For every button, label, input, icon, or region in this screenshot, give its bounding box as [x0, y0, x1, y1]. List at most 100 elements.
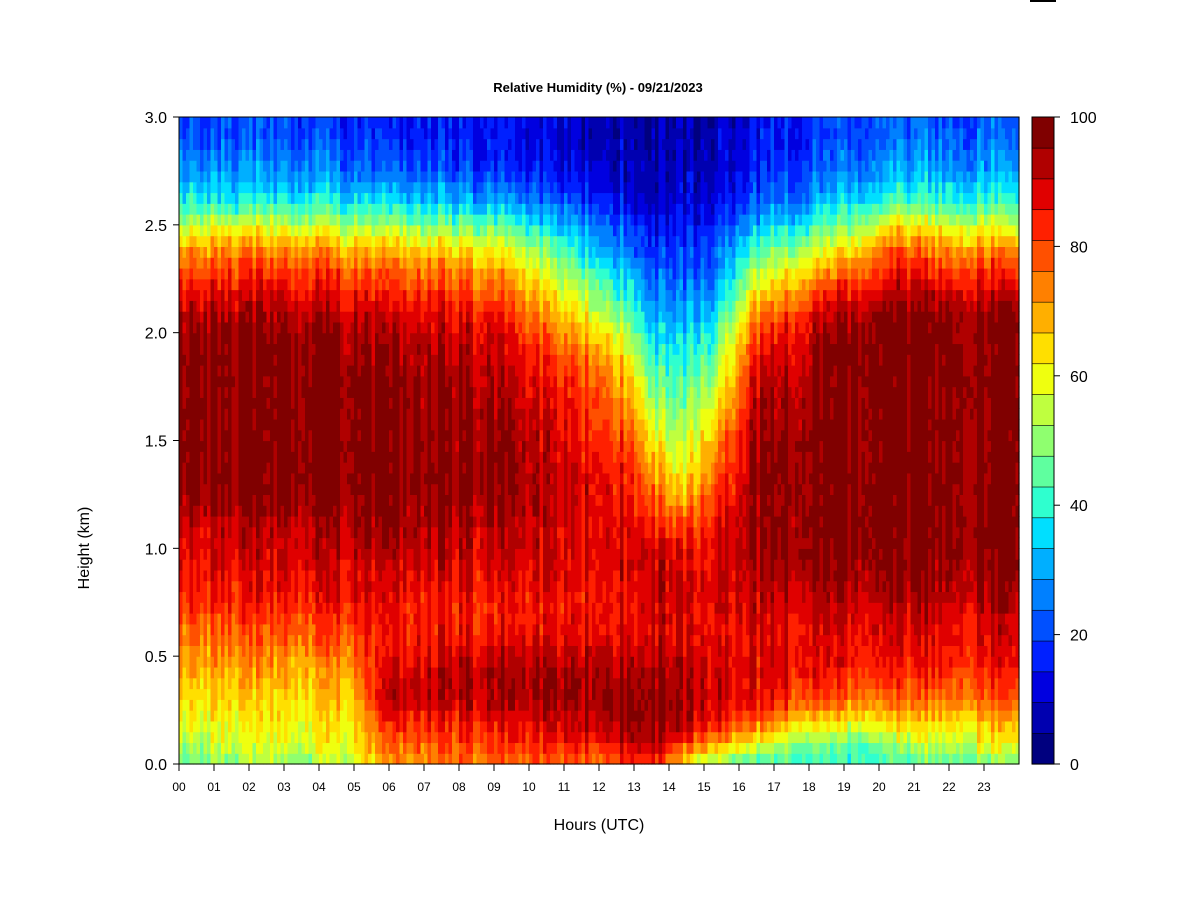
heatmap-cell — [315, 623, 320, 636]
heatmap-cell — [434, 138, 439, 150]
heatmap-cell — [294, 569, 299, 582]
heatmap-cell — [193, 699, 198, 711]
heatmap-cell — [371, 267, 376, 280]
heatmap-cell — [235, 278, 240, 291]
heatmap-cell — [291, 451, 296, 463]
heatmap-cell — [329, 699, 334, 711]
heatmap-cell — [336, 289, 341, 301]
heatmap-cell — [368, 688, 373, 700]
heatmap-cell — [455, 753, 460, 765]
heatmap-cell — [224, 451, 229, 463]
heatmap-cell — [249, 300, 254, 312]
heatmap-cell — [326, 192, 331, 204]
heatmap-cell — [249, 170, 254, 183]
heatmap-cell — [431, 656, 436, 668]
heatmap-cell — [266, 300, 271, 312]
heatmap-cell — [431, 591, 436, 603]
heatmap-cell — [231, 203, 236, 215]
heatmap-cell — [252, 235, 257, 247]
heatmap-cell — [459, 278, 464, 291]
heatmap-cell — [200, 160, 205, 172]
heatmap-cell — [186, 526, 191, 539]
heatmap-cell — [315, 429, 320, 442]
heatmap-cell — [238, 462, 243, 474]
heatmap-cell — [336, 634, 341, 646]
heatmap-cell — [347, 623, 352, 636]
heatmap-cell — [259, 170, 264, 183]
heatmap-cell — [378, 418, 383, 431]
heatmap-cell — [312, 354, 317, 366]
heatmap-cell — [182, 559, 187, 571]
heatmap-cell — [420, 483, 425, 496]
heatmap-cell — [266, 257, 271, 269]
heatmap-cell — [245, 677, 250, 690]
heatmap-cell — [207, 138, 212, 150]
heatmap-cell — [448, 623, 453, 636]
heatmap-cell — [224, 548, 229, 560]
heatmap-cell — [203, 365, 208, 377]
heatmap-cell — [357, 677, 362, 690]
heatmap-cell — [242, 321, 247, 334]
heatmap-cell — [189, 634, 194, 646]
heatmap-cell — [361, 515, 366, 528]
heatmap-cell — [298, 300, 303, 312]
heatmap-cell — [399, 203, 404, 215]
heatmap-cell — [273, 494, 278, 506]
heatmap-cell — [378, 472, 383, 485]
heatmap-cell — [410, 246, 415, 258]
heatmap-cell — [441, 332, 446, 345]
heatmap-cell — [364, 365, 369, 377]
heatmap-cell — [382, 645, 387, 657]
heatmap-cell — [413, 645, 418, 657]
heatmap-cell — [452, 354, 457, 366]
heatmap-cell — [263, 710, 268, 722]
heatmap-cell — [434, 311, 439, 323]
heatmap-cell — [431, 537, 436, 549]
heatmap-cell — [375, 494, 380, 506]
heatmap-cell — [438, 214, 443, 226]
heatmap-cell — [336, 214, 341, 226]
heatmap-cell — [371, 386, 376, 398]
heatmap-cell — [364, 408, 369, 420]
heatmap-cell — [228, 666, 233, 679]
heatmap-cell — [305, 526, 310, 539]
heatmap-cell — [336, 483, 341, 496]
heatmap-cell — [340, 753, 345, 765]
heatmap-cell — [221, 300, 226, 312]
heatmap-cell — [291, 720, 296, 733]
heatmap-cell — [319, 408, 324, 420]
heatmap-cell — [291, 418, 296, 431]
heatmap-cell — [291, 710, 296, 722]
heatmap-cell — [266, 483, 271, 496]
heatmap-cell — [347, 731, 352, 744]
heatmap-cell — [459, 160, 464, 172]
heatmap-cell — [392, 666, 397, 679]
heatmap-cell — [417, 397, 422, 409]
heatmap-cell — [364, 192, 369, 204]
heatmap-cell — [263, 321, 268, 334]
heatmap-cell — [326, 569, 331, 582]
heatmap-cell — [315, 472, 320, 485]
heatmap-cell — [455, 602, 460, 614]
heatmap-cell — [312, 666, 317, 679]
heatmap-cell — [210, 408, 215, 420]
heatmap-cell — [420, 472, 425, 485]
heatmap-cell — [413, 569, 418, 582]
heatmap-cell — [350, 418, 355, 431]
heatmap-cell — [445, 149, 450, 161]
heatmap-cell — [203, 623, 208, 636]
heatmap-cell — [196, 613, 201, 625]
heatmap-cell — [452, 257, 457, 269]
heatmap-cell — [270, 602, 275, 614]
heatmap-cell — [364, 656, 369, 668]
heatmap-cell — [385, 505, 390, 517]
heatmap-cell — [238, 365, 243, 377]
heatmap-cell — [462, 666, 467, 679]
heatmap-cell — [249, 203, 254, 215]
heatmap-cell — [410, 321, 415, 334]
heatmap-cell — [200, 332, 205, 345]
heatmap-cell — [294, 742, 299, 754]
heatmap-cell — [301, 289, 306, 301]
heatmap-cell — [298, 645, 303, 657]
heatmap-cell — [354, 117, 359, 129]
